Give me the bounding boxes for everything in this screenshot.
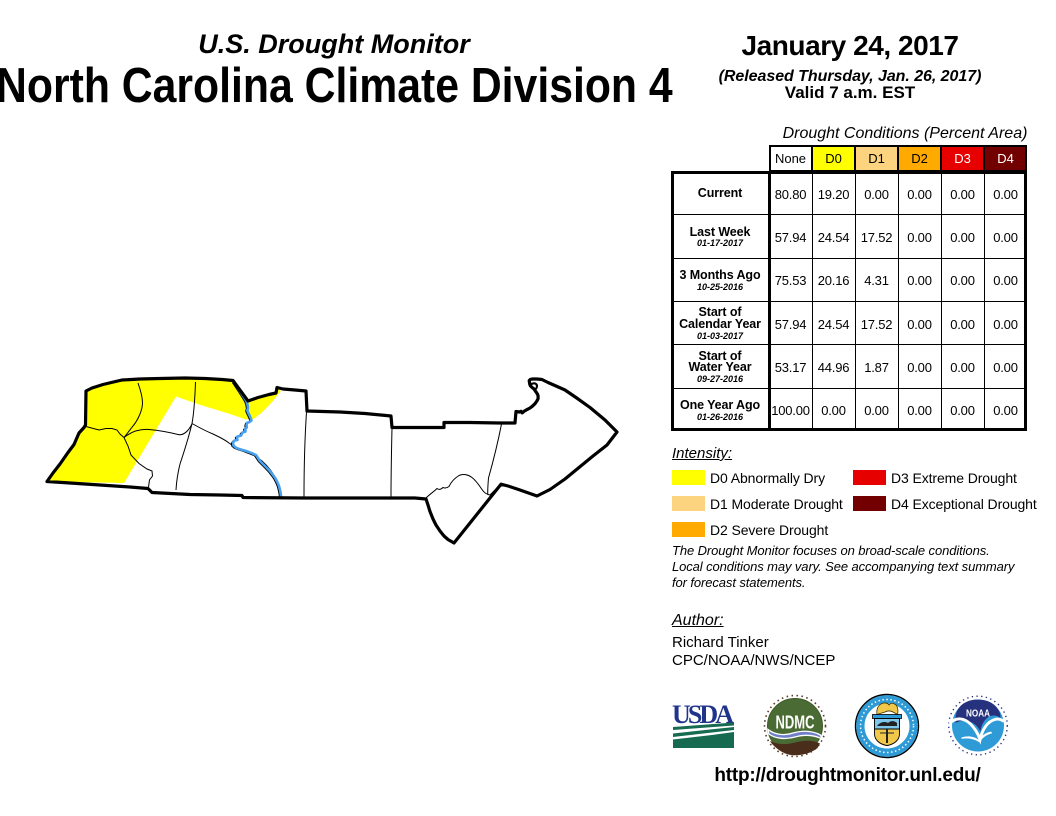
- svg-text:NDMC: NDMC: [776, 712, 815, 733]
- svg-text:NOAA: NOAA: [966, 708, 990, 720]
